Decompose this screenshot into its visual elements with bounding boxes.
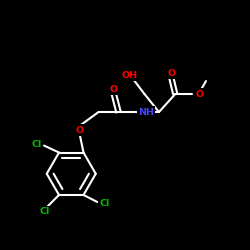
Text: O: O (168, 69, 175, 78)
Text: Cl: Cl (99, 199, 110, 208)
Text: NH: NH (138, 108, 154, 116)
Text: O: O (195, 90, 203, 98)
Text: O: O (110, 84, 118, 94)
Text: Cl: Cl (32, 140, 42, 149)
Text: OH: OH (122, 71, 138, 80)
Text: Cl: Cl (40, 207, 50, 216)
Text: O: O (76, 126, 84, 134)
